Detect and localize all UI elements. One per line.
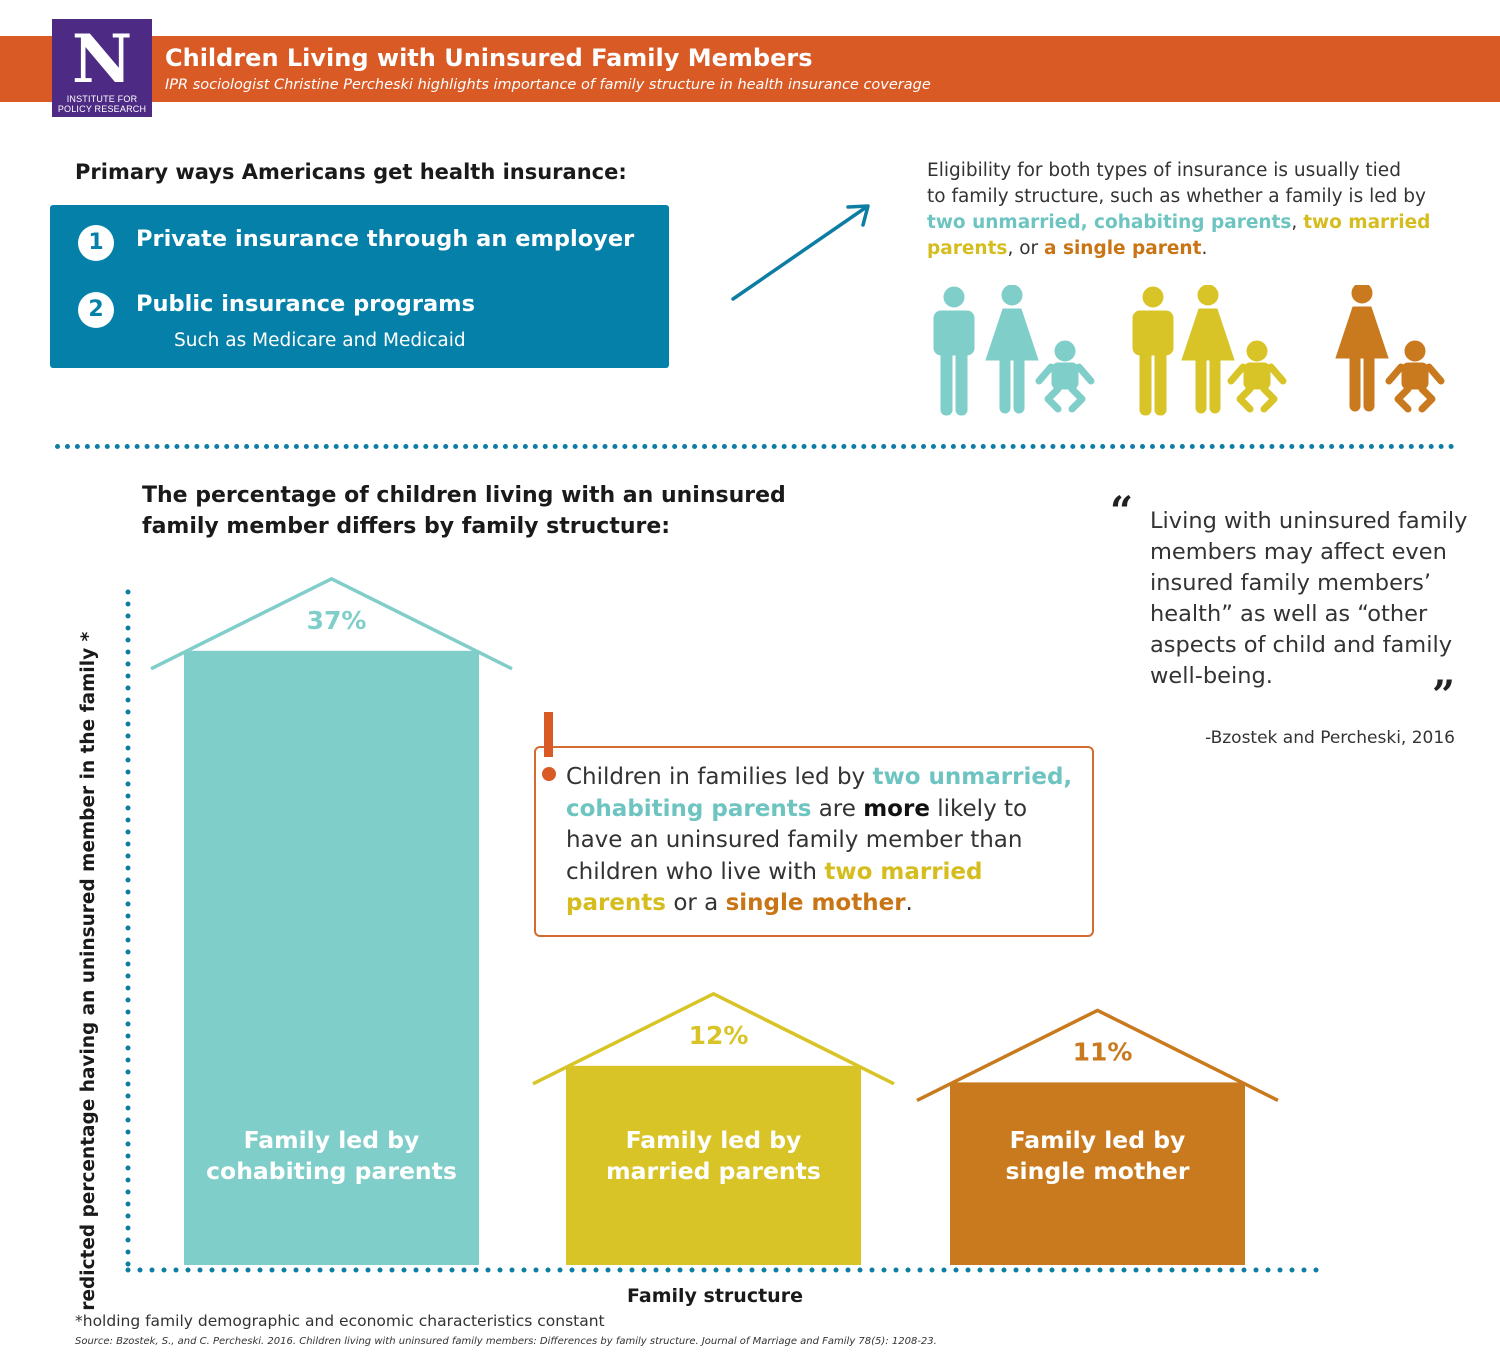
number-badge-1: 1 bbox=[78, 225, 114, 261]
category-label-2-line-1: Family led by bbox=[626, 1126, 802, 1154]
callout-married-b: parents bbox=[566, 890, 666, 916]
logo-letter: N bbox=[71, 20, 133, 98]
callout-single-mother: single mother bbox=[725, 890, 906, 916]
category-label-1-line-2: cohabiting parents bbox=[206, 1157, 457, 1185]
number-badge-2: 2 bbox=[78, 292, 114, 328]
exclamation-dot-icon bbox=[542, 767, 556, 781]
callout-part-1: Children in families led by bbox=[566, 764, 866, 790]
bar-2 bbox=[566, 1065, 861, 1265]
logo-line-1: INSTITUTE FOR bbox=[66, 94, 138, 104]
eligibility-line-2: to family structure, such as whether a f… bbox=[927, 186, 1426, 207]
value-label-3: 11% bbox=[1073, 1037, 1133, 1066]
insurance-type-public-examples: Such as Medicare and Medicaid bbox=[174, 330, 466, 351]
quote-close-mark: ” bbox=[1432, 672, 1456, 719]
bar-1 bbox=[184, 650, 479, 1265]
callout-part-6: or a bbox=[673, 890, 719, 916]
chart-heading: The percentage of children living with a… bbox=[142, 480, 786, 542]
value-label-1: 37% bbox=[307, 606, 367, 635]
insurance-types-box bbox=[50, 205, 669, 368]
callout-married-a: two married bbox=[824, 858, 983, 885]
source-citation: Source: Bzostek, S., and C. Percheski. 2… bbox=[75, 1336, 937, 1347]
exclamation-icon bbox=[544, 712, 553, 757]
logo-line-2: POLICY RESEARCH bbox=[57, 104, 147, 114]
roof-2 bbox=[532, 991, 895, 1086]
chart-heading-line-1: The percentage of children living with a… bbox=[142, 483, 786, 508]
eligibility-married-a: two married bbox=[1303, 212, 1431, 233]
eligibility-period: . bbox=[1201, 238, 1208, 259]
insurance-type-private: Private insurance through an employer bbox=[136, 226, 635, 252]
bar-3 bbox=[950, 1082, 1245, 1265]
bar-chart: Predicted percentage having an uninsured… bbox=[78, 576, 1328, 1310]
footnote: *holding family demographic and economic… bbox=[75, 1312, 605, 1330]
category-label-2-line-2: married parents bbox=[606, 1157, 821, 1185]
chart-heading-line-2: family member differs by family structur… bbox=[142, 514, 671, 539]
eligibility-comma: , bbox=[1291, 212, 1298, 233]
callout-cohabiting-b: cohabiting parents bbox=[566, 795, 812, 822]
arrow-icon bbox=[731, 204, 870, 301]
logo-text: INSTITUTE FOR POLICY RESEARCH bbox=[52, 94, 152, 114]
callout-part-5: children who live with bbox=[566, 858, 818, 885]
callout-part-3: likely to bbox=[937, 795, 1028, 822]
header-banner bbox=[0, 36, 1500, 102]
roof-3 bbox=[916, 1008, 1279, 1102]
eligibility-cohabiting: two unmarried, cohabiting parents bbox=[927, 212, 1292, 233]
section-divider bbox=[55, 444, 1455, 449]
ipr-logo: N INSTITUTE FOR POLICY RESEARCH bbox=[52, 19, 152, 117]
category-label-3-line-2: single mother bbox=[1006, 1157, 1190, 1185]
family-icons bbox=[933, 285, 1450, 416]
quote-open-mark: “ bbox=[1110, 488, 1134, 535]
quote-citation: -Bzostek and Percheski, 2016 bbox=[1205, 728, 1455, 748]
x-axis-label: Family structure bbox=[627, 1285, 803, 1307]
eligibility-line-1: Eligibility for both types of insurance … bbox=[927, 160, 1401, 181]
primary-ways-heading: Primary ways Americans get health insura… bbox=[75, 160, 627, 184]
eligibility-or: , or bbox=[1007, 238, 1039, 259]
quote-text: Living with uninsured family members may… bbox=[1150, 508, 1468, 689]
insurance-type-public: Public insurance programs bbox=[136, 291, 475, 317]
callout-more: more bbox=[863, 795, 930, 822]
cohabiting-family-icon bbox=[933, 285, 1091, 416]
roof-1 bbox=[150, 576, 513, 671]
eligibility-text: Eligibility for both types of insurance … bbox=[927, 158, 1467, 262]
callout-part-2: are bbox=[818, 795, 856, 822]
category-label-3-line-1: Family led by bbox=[1010, 1126, 1186, 1154]
callout-cohabiting-a: two unmarried, bbox=[872, 764, 1073, 790]
eligibility-single: a single parent bbox=[1044, 238, 1202, 259]
page-title: Children Living with Uninsured Family Me… bbox=[165, 44, 813, 72]
page-subtitle: IPR sociologist Christine Percheski high… bbox=[165, 77, 931, 93]
callout-part-4: have an uninsured family member than bbox=[566, 827, 1023, 853]
eligibility-married-b: parents bbox=[927, 238, 1008, 259]
callout-period: . bbox=[905, 890, 913, 916]
y-axis-label: Predicted percentage having an uninsured… bbox=[78, 631, 99, 1310]
category-label-1-line-1: Family led by bbox=[244, 1126, 420, 1154]
married-family-icon bbox=[1132, 285, 1283, 416]
value-label-2: 12% bbox=[689, 1021, 749, 1050]
single-parent-family-icon bbox=[1335, 285, 1441, 411]
callout-box bbox=[534, 746, 1094, 937]
callout-text: Children in families led by two unmarrie… bbox=[566, 762, 1086, 920]
